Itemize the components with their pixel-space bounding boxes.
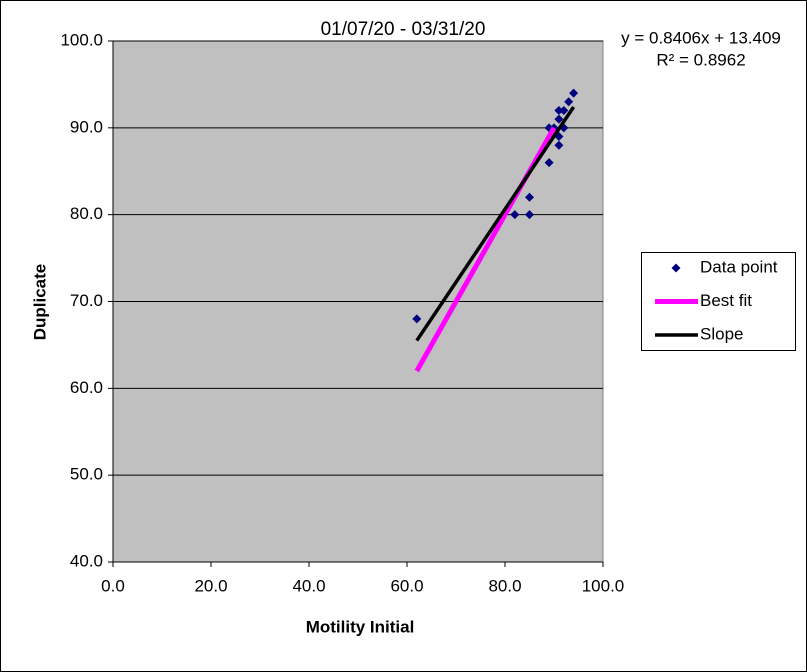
y-tick-label: 40.0 bbox=[70, 551, 103, 570]
data-point bbox=[554, 114, 564, 124]
x-axis-title: Motility Initial bbox=[306, 617, 415, 636]
legend-label: Data point bbox=[700, 257, 778, 276]
data-point bbox=[554, 105, 564, 115]
legend-marker bbox=[671, 263, 681, 273]
x-tick-label: 20.0 bbox=[194, 576, 227, 595]
legend-label: Slope bbox=[700, 324, 743, 343]
x-tick-label: 100.0 bbox=[582, 576, 625, 595]
data-point bbox=[412, 314, 422, 324]
data-point bbox=[525, 210, 534, 220]
y-tick-label: 50.0 bbox=[70, 465, 103, 484]
data-point bbox=[510, 210, 520, 220]
data-point bbox=[569, 88, 579, 98]
y-axis-title: Duplicate bbox=[30, 264, 49, 341]
x-tick-label: 80.0 bbox=[488, 576, 521, 595]
y-tick-label: 70.0 bbox=[70, 291, 103, 310]
data-point bbox=[544, 158, 554, 168]
y-tick-label: 90.0 bbox=[70, 117, 103, 136]
fit-line bbox=[415, 106, 576, 342]
y-tick-label: 60.0 bbox=[70, 378, 103, 397]
data-point bbox=[525, 192, 534, 202]
r-squared: R² = 0.8962 bbox=[656, 50, 745, 69]
x-tick-label: 60.0 bbox=[390, 576, 423, 595]
legend-label: Best fit bbox=[700, 291, 752, 310]
data-point bbox=[564, 97, 574, 107]
data-point bbox=[559, 105, 569, 115]
y-tick-label: 80.0 bbox=[70, 204, 103, 223]
y-tick-label: 100.0 bbox=[60, 30, 103, 49]
x-tick-label: 0.0 bbox=[101, 576, 125, 595]
equation: y = 0.8406x + 13.409 bbox=[621, 28, 781, 47]
chart-title: 01/07/20 - 03/31/20 bbox=[321, 19, 486, 40]
x-tick-label: 40.0 bbox=[292, 576, 325, 595]
data-point bbox=[554, 140, 564, 150]
